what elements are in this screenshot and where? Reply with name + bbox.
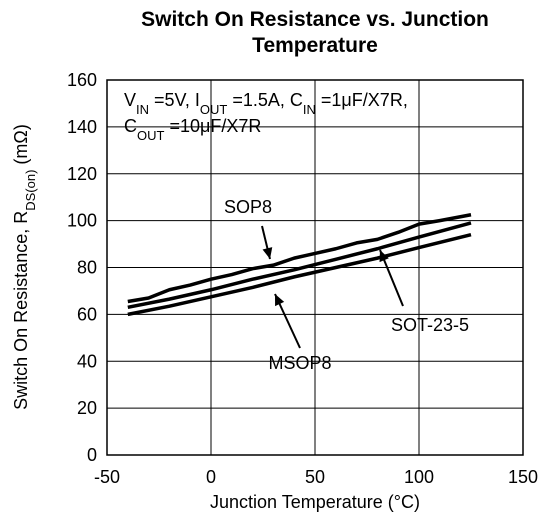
conditions-text-part: =1.5A, C [227,90,303,110]
plot-frame [106,79,524,456]
conditions-text-part: =1μF/X7R, [316,90,408,110]
y-axis-label: Switch On Resistance, RDS(on) (mΩ) [11,124,38,410]
arrow-head [262,247,273,259]
y-axis-label-part: DS(on) [23,170,38,211]
y-axis-label-part: (mΩ) [11,124,31,169]
y-tick-label: 20 [77,398,97,418]
arrow-head [275,294,285,307]
conditions-text-part: IN [136,102,149,117]
y-tick-label: 0 [87,445,97,465]
y-tick-label: 120 [67,164,97,184]
x-tick-label: 100 [404,467,434,487]
x-tick-label: 0 [206,467,216,487]
conditions-text-part: OUT [200,102,228,117]
y-tick-label: 60 [77,304,97,324]
conditions-text-part: IN [303,102,316,117]
data-line [127,221,472,310]
x-tick-label: -50 [94,467,120,487]
conditions-text-part: V [124,90,136,110]
y-tick-label: 40 [77,351,97,371]
x-axis-label: Junction Temperature (°C) [210,492,420,512]
conditions-text: VIN =5V, IOUT =1.5A, CIN =1μF/X7R, [124,90,408,117]
chart-title: Switch On Resistance vs. Junction [141,8,489,31]
conditions-text: COUT =10μF/X7R [124,116,261,143]
x-axis-label-part: Junction Temperature (°C) [210,492,420,512]
x-tick-label: 150 [508,467,538,487]
y-tick-label: 80 [77,258,97,278]
conditions-text-part: =5V, I [149,90,200,110]
y-tick-label: 100 [67,211,97,231]
y-tick-label: 140 [67,117,97,137]
conditions-text-part: C [124,116,137,136]
conditions-text-part: =10μF/X7R [164,116,261,136]
data-line [127,213,472,304]
conditions-text-part: OUT [137,128,165,143]
data-line [127,232,472,317]
y-tick-label: 160 [67,70,97,90]
series-label: SOT-23-5 [391,315,469,335]
series-label: SOP8 [224,197,272,217]
chart-title: Temperature [252,34,378,57]
arrow-head [379,250,389,263]
x-tick-label: 50 [305,467,325,487]
y-axis-label-part: Switch On Resistance, R [11,211,31,410]
series-label: MSOP8 [268,353,331,373]
